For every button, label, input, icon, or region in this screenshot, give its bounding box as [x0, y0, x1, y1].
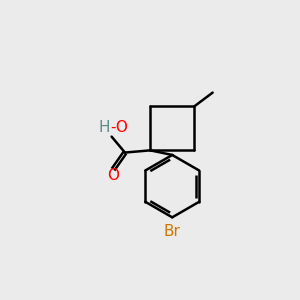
- Text: O: O: [107, 168, 119, 183]
- Text: Br: Br: [164, 224, 181, 239]
- Text: H: H: [99, 120, 110, 135]
- Text: -O: -O: [110, 120, 128, 135]
